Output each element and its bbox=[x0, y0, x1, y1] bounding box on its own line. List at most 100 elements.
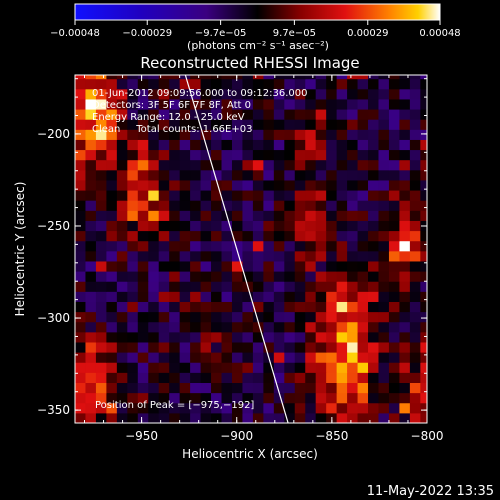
heatmap-cell bbox=[420, 260, 427, 272]
heatmap-cell bbox=[190, 169, 202, 181]
heatmap-cell bbox=[158, 291, 170, 302]
heatmap-cell bbox=[158, 382, 170, 394]
heatmap-cell bbox=[85, 250, 97, 262]
heatmap-cell bbox=[347, 362, 359, 373]
heatmap-cell bbox=[190, 240, 202, 252]
heatmap-cell bbox=[148, 75, 160, 80]
heatmap-cell bbox=[211, 250, 222, 262]
heatmap-cell bbox=[357, 301, 369, 313]
heatmap-cell bbox=[221, 281, 233, 292]
heatmap-cell bbox=[137, 412, 149, 423]
heatmap-cell bbox=[169, 260, 181, 272]
heatmap-cell bbox=[95, 250, 107, 262]
colorbar-tick-label: −0.00029 bbox=[122, 28, 172, 39]
heatmap-cell bbox=[420, 210, 427, 221]
heatmap-cell bbox=[315, 169, 327, 181]
heatmap-cell bbox=[200, 88, 212, 100]
axes-ticks: −950 −900 −850 −800 −200 −250 −300 −350 bbox=[37, 75, 443, 443]
heatmap-cell bbox=[368, 75, 379, 80]
heatmap-cell bbox=[263, 240, 275, 252]
heatmap-cell bbox=[116, 331, 128, 343]
heatmap-cell bbox=[409, 139, 421, 151]
heatmap-cell bbox=[305, 129, 317, 140]
heatmap-cell bbox=[347, 260, 359, 272]
heatmap-cell bbox=[305, 98, 317, 110]
heatmap-cell bbox=[368, 119, 379, 130]
heatmap-cell bbox=[399, 291, 411, 302]
heatmap-cell bbox=[347, 139, 359, 151]
heatmap-cell bbox=[388, 362, 400, 373]
heatmap-cell bbox=[200, 78, 212, 90]
heatmap-cell bbox=[273, 88, 285, 100]
heatmap-cell bbox=[148, 281, 160, 292]
heatmap-cell bbox=[148, 291, 160, 302]
heatmap-cell bbox=[336, 109, 348, 120]
heatmap-cell bbox=[158, 362, 170, 373]
heatmap-cell bbox=[315, 341, 327, 353]
heatmap-cell bbox=[231, 149, 243, 161]
heatmap-cell bbox=[211, 402, 222, 414]
heatmap-cell bbox=[409, 230, 421, 242]
heatmap-cell bbox=[347, 331, 359, 343]
heatmap-cell bbox=[200, 129, 212, 140]
heatmap-cell bbox=[409, 402, 421, 414]
heatmap-cell bbox=[368, 362, 379, 373]
heatmap-cell bbox=[127, 321, 139, 333]
heatmap-cell bbox=[368, 321, 379, 333]
heatmap-cell bbox=[336, 139, 348, 151]
heatmap-cell bbox=[294, 139, 306, 151]
heatmap-cell bbox=[409, 362, 421, 373]
heatmap-cell bbox=[127, 119, 139, 130]
heatmap-cell bbox=[347, 78, 359, 90]
heatmap-cell bbox=[388, 372, 400, 383]
annotation-energy-range: Energy Range: 12.0 - 25.0 keV bbox=[92, 112, 245, 123]
heatmap-cell bbox=[106, 129, 118, 140]
heatmap-cell bbox=[294, 179, 306, 191]
heatmap-cell bbox=[148, 321, 160, 333]
heatmap-cell bbox=[399, 159, 411, 171]
heatmap-cell bbox=[252, 271, 264, 282]
heatmap-cell bbox=[179, 98, 191, 110]
heatmap-cell bbox=[409, 169, 421, 181]
heatmap-cell bbox=[399, 149, 411, 161]
heatmap-cell bbox=[252, 149, 264, 161]
heatmap-cell bbox=[263, 119, 275, 130]
heatmap-cell bbox=[315, 230, 327, 242]
heatmap-cell bbox=[137, 149, 149, 161]
heatmap-cell bbox=[75, 281, 86, 292]
heatmap-cell bbox=[158, 210, 170, 221]
heatmap-cell bbox=[263, 159, 275, 171]
heatmap-cell bbox=[315, 372, 327, 383]
heatmap-cell bbox=[190, 190, 202, 201]
heatmap-cell bbox=[95, 119, 107, 130]
heatmap-cell bbox=[137, 260, 149, 272]
heatmap-cell bbox=[284, 281, 296, 292]
heatmap-cell bbox=[294, 129, 306, 140]
heatmap-cell bbox=[95, 190, 107, 201]
heatmap-cell bbox=[388, 78, 400, 90]
heatmap-cell bbox=[127, 240, 139, 252]
heatmap-cell bbox=[231, 352, 243, 363]
heatmap-cell bbox=[388, 412, 400, 423]
heatmap-cell bbox=[158, 109, 170, 120]
heatmap-cell bbox=[85, 311, 97, 323]
heatmap-cell bbox=[388, 75, 400, 80]
heatmap-cell bbox=[85, 321, 97, 333]
heatmap-cell bbox=[127, 98, 139, 110]
heatmap-cell bbox=[263, 291, 275, 302]
heatmap-cell bbox=[148, 240, 160, 252]
heatmap-cell bbox=[106, 331, 118, 343]
heatmap-cell bbox=[305, 75, 317, 80]
heatmap-cell bbox=[347, 230, 359, 242]
heatmap-cell bbox=[127, 271, 139, 282]
heatmap-cell bbox=[75, 392, 86, 404]
heatmap-cell bbox=[273, 392, 285, 404]
heatmap-cell bbox=[169, 352, 181, 363]
heatmap-cell bbox=[169, 179, 181, 191]
heatmap-cell bbox=[200, 119, 212, 130]
heatmap-cell bbox=[137, 220, 149, 232]
heatmap-cell bbox=[263, 382, 275, 394]
heatmap-cell bbox=[263, 412, 275, 423]
heatmap-cell bbox=[200, 291, 212, 302]
heatmap-cell bbox=[137, 210, 149, 221]
